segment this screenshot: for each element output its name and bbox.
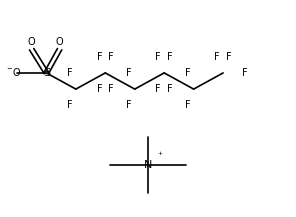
Text: F: F: [67, 100, 73, 110]
Text: F: F: [155, 52, 161, 62]
Text: $^{+}$: $^{+}$: [157, 151, 163, 160]
Text: F: F: [167, 84, 173, 94]
Text: $^{-}$O: $^{-}$O: [6, 66, 22, 78]
Text: F: F: [96, 84, 102, 94]
Text: F: F: [108, 52, 114, 62]
Text: F: F: [67, 68, 73, 78]
Text: F: F: [214, 52, 220, 62]
Text: F: F: [185, 100, 191, 110]
Text: N: N: [144, 159, 152, 169]
Text: F: F: [226, 52, 232, 62]
Text: F: F: [126, 100, 132, 110]
Text: F: F: [96, 52, 102, 62]
Text: S: S: [43, 68, 50, 78]
Text: F: F: [185, 68, 191, 78]
Text: O: O: [28, 37, 36, 47]
Text: F: F: [126, 68, 132, 78]
Text: F: F: [155, 84, 161, 94]
Text: F: F: [242, 68, 248, 78]
Text: F: F: [108, 84, 114, 94]
Text: F: F: [167, 52, 173, 62]
Text: O: O: [56, 37, 63, 47]
